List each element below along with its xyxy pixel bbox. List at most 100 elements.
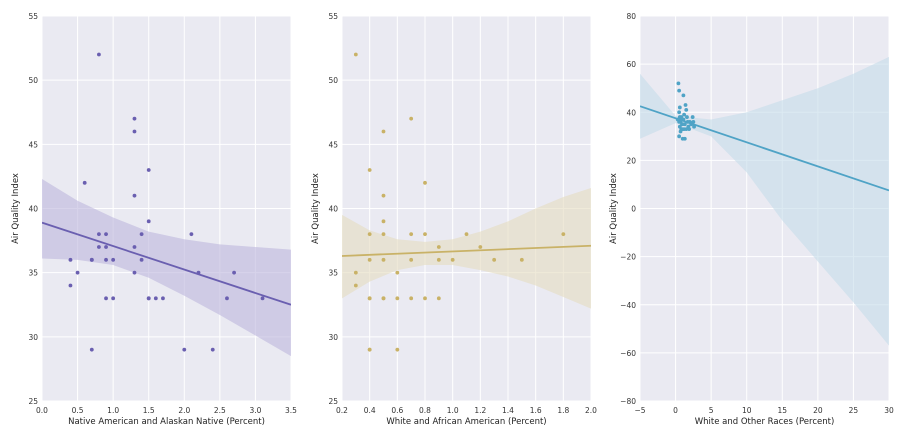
data-point — [132, 245, 137, 249]
data-point — [68, 283, 73, 288]
plot-content — [42, 52, 291, 357]
data-point — [97, 245, 101, 249]
x-tick-label: 5 — [709, 406, 714, 415]
y-tick-label: 30 — [28, 333, 38, 342]
data-point — [161, 296, 165, 301]
y-tick-label: 55 — [28, 12, 38, 21]
regression-line — [342, 244, 591, 257]
y-axis-label: Air Quality Index — [609, 173, 619, 244]
data-point — [367, 296, 372, 301]
data-point — [409, 116, 414, 121]
data-point — [676, 81, 681, 86]
y-tick-label: −60 — [620, 349, 636, 358]
data-point — [381, 219, 386, 224]
data-point — [68, 257, 73, 262]
x-tick-label: 0.0 — [36, 406, 48, 415]
data-point — [132, 193, 137, 198]
y-tick-label: 60 — [626, 60, 636, 69]
data-point — [683, 103, 688, 107]
chart-panel-3: −5 0 5 10 15 20 25 30 −80 −60 −40 −20 0 20 40 60 80 White… — [609, 12, 894, 427]
data-point — [104, 257, 108, 262]
data-point — [139, 257, 144, 262]
y-tick-label: 30 — [328, 333, 338, 342]
x-tick-label: 0.2 — [336, 406, 348, 415]
data-point — [680, 127, 685, 131]
data-point — [146, 296, 151, 301]
data-point — [153, 296, 158, 301]
data-point — [146, 219, 151, 224]
y-tick-label: 25 — [28, 397, 38, 406]
y-tick-label: 45 — [28, 140, 38, 149]
data-point — [478, 245, 483, 249]
data-point — [104, 296, 108, 301]
data-point — [367, 347, 372, 352]
y-tick-label: 50 — [28, 76, 38, 85]
data-point — [677, 134, 682, 139]
y-tick-label: −80 — [620, 397, 636, 406]
data-point — [232, 270, 236, 275]
y-tick-label: 35 — [328, 269, 338, 278]
data-point — [132, 270, 137, 275]
data-point — [182, 347, 187, 352]
data-point — [450, 257, 455, 262]
y-axis-label: Air Quality Index — [11, 173, 21, 244]
data-point — [367, 232, 372, 237]
data-point — [381, 296, 386, 301]
data-point — [409, 296, 414, 301]
data-point — [189, 232, 194, 237]
data-point — [381, 257, 386, 262]
x-tick-label: 2.0 — [178, 406, 190, 415]
x-tick-label: 0.8 — [419, 406, 431, 415]
confidence-band — [42, 178, 291, 357]
data-point — [353, 270, 358, 275]
y-tick-label: −20 — [620, 253, 636, 262]
data-point — [677, 110, 682, 115]
data-point — [436, 245, 441, 249]
x-tick-label: 3.0 — [249, 406, 261, 415]
y-tick-label: 40 — [328, 205, 338, 214]
x-tick-label: 1.8 — [557, 406, 569, 415]
data-point — [367, 257, 372, 262]
plot-content — [342, 52, 591, 352]
x-tick-label: 0.4 — [364, 406, 376, 415]
data-point — [561, 232, 566, 237]
data-point — [681, 93, 686, 98]
y-tick-label: −40 — [620, 301, 636, 310]
data-point — [75, 270, 80, 275]
confidence-band — [640, 56, 889, 346]
data-point — [104, 232, 108, 237]
data-point — [409, 232, 414, 237]
x-tick-label: 1.0 — [107, 406, 119, 415]
x-tick-label: 0 — [673, 406, 678, 415]
data-point — [395, 296, 400, 301]
x-tick-label: 1.6 — [530, 406, 542, 415]
data-point — [381, 193, 386, 198]
chart-panel-2: 0.2 0.4 0.6 0.8 1.0 1.2 1.4 1.6 1.8 2.0 25 30 35 40 45… — [311, 12, 597, 427]
data-point — [89, 257, 94, 262]
y-tick-label: 50 — [328, 76, 338, 85]
data-point — [677, 88, 682, 93]
x-axis-label: White and African American (Percent) — [386, 417, 546, 427]
x-tick-label: 30 — [884, 406, 894, 415]
data-point — [423, 180, 427, 185]
y-tick-label: 80 — [626, 12, 636, 21]
confidence-band — [342, 187, 591, 309]
data-point — [225, 296, 229, 301]
data-point — [423, 232, 427, 237]
data-point — [82, 180, 87, 185]
y-tick-label: 35 — [28, 269, 38, 278]
data-point — [89, 347, 94, 352]
x-tick-label: 2.0 — [585, 406, 597, 415]
data-point — [492, 257, 497, 262]
data-point — [132, 116, 137, 121]
x-tick-label: 20 — [813, 406, 823, 415]
x-tick-label: −5 — [634, 406, 645, 415]
data-point — [519, 257, 524, 262]
data-point — [353, 283, 358, 288]
data-point — [677, 105, 682, 110]
data-point — [260, 296, 265, 301]
data-point — [684, 107, 689, 112]
x-tick-label: 25 — [849, 406, 859, 415]
data-point — [210, 347, 215, 352]
